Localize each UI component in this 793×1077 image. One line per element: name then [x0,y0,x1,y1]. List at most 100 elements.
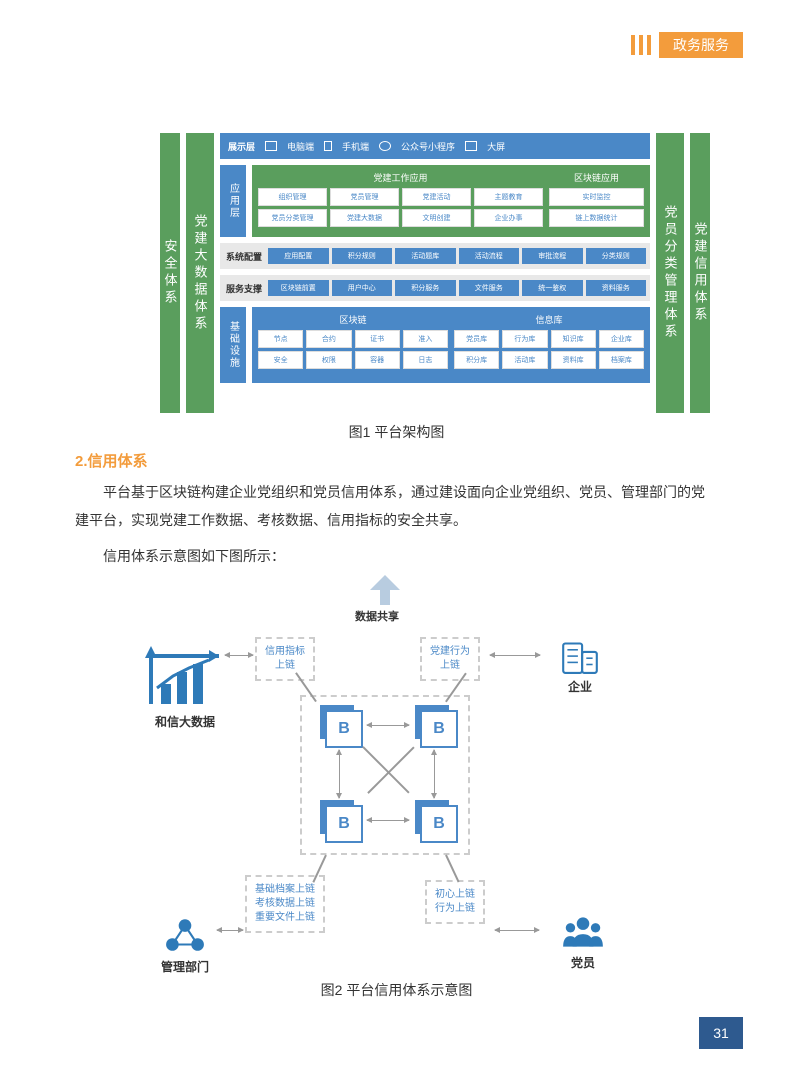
node-bigdata: 和信大数据 [145,640,225,730]
app-right-title: 区块链应用 [549,171,644,184]
cell: 积分库 [454,351,499,369]
conn-tr [490,655,540,663]
conn-bl [217,930,243,938]
section-title: 2.信用体系 [75,450,148,471]
app-layer-label: 应用层 [220,165,246,237]
para1: 平台基于区块链构建企业党组织和党员信用体系，通过建设面向企业党组织、党员、管理部… [75,478,718,534]
display-label: 展示层 [228,140,255,153]
cell: 安全 [258,351,303,369]
people-icon [560,913,606,951]
base-right-title: 信息库 [454,313,644,326]
cell: 活动库 [502,351,547,369]
conn-tl [225,655,253,663]
pc-icon [265,141,277,151]
cell: 文件服务 [459,280,520,296]
mobile-icon [324,141,332,151]
config-label: 系统配置 [224,250,264,263]
col-classify: 党员分类管理体系 [656,133,684,413]
cell: 用户中心 [332,280,393,296]
cell: 链上数据统计 [549,209,644,227]
cell: 党员库 [454,330,499,348]
b-block-1 [325,710,359,744]
cell: 积分规则 [332,248,393,264]
cell: 节点 [258,330,303,348]
cell: 容器 [355,351,400,369]
arrow-v1 [339,750,347,798]
cell: 企业库 [599,330,644,348]
b-block-4 [420,805,454,839]
app-left-title: 党建工作应用 [258,171,543,184]
base-right-grid: 党员库行为库知识库企业库积分库活动库资料库档案库 [454,330,644,369]
header-category: 政务服务 [659,32,743,58]
cell: 企业办事 [474,209,543,227]
figure1-diagram: 安全体系 党建大数据体系 展示层 电脑端 手机端 公众号小程序 大屏 应用层 党… [160,133,710,413]
cell: 权限 [306,351,351,369]
cell: 准入 [403,330,448,348]
cell: 活动题库 [395,248,456,264]
cell: 档案库 [599,351,644,369]
base-left-grid: 节点合约证书准入安全权限容器日志 [258,330,448,369]
network-icon [164,913,206,955]
app-right-grid: 实时监控链上数据统计 [549,188,644,227]
cell: 资料库 [551,351,596,369]
cell: 实时监控 [549,188,644,206]
cell: 党建活动 [402,188,471,206]
para2: 信用体系示意图如下图所示： [75,542,718,570]
cell: 分类规则 [586,248,647,264]
display-layer: 展示层 电脑端 手机端 公众号小程序 大屏 [220,133,650,159]
arrow-v2 [434,750,442,798]
base-left-title: 区块链 [258,313,448,326]
header-tab: 政务服务 [631,32,743,58]
chart-icon [145,640,225,710]
node-enterprise: 企业 [545,633,615,695]
building-icon [559,633,601,675]
cell: 统一鉴权 [522,280,583,296]
cell: 审批流程 [522,248,583,264]
arrow-up-icon [370,575,400,605]
link-tr: 党建行为 上链 [420,637,480,681]
screen-icon [465,141,477,151]
app-left-grid: 组织管理党员管理党建活动主题教育党员分类管理党建大数据文明创建企业办事 [258,188,543,227]
figure1-caption: 图1 平台架构图 [0,422,793,442]
cell: 应用配置 [268,248,329,264]
wechat-icon [379,141,391,151]
cell: 日志 [403,351,448,369]
cell: 证书 [355,330,400,348]
col-bigdata: 党建大数据体系 [186,133,214,413]
figure2-diagram: 数据共享 和信大数据 信用指标 上链 党建行为 上链 企业 基础档案上链 考核数… [145,575,625,975]
conn-br2 [445,855,459,883]
cell: 行为库 [502,330,547,348]
link-br: 初心上链 行为上链 [425,880,485,924]
col-credit: 党建信用体系 [690,133,710,413]
b-block-2 [420,710,454,744]
cell: 文明创建 [402,209,471,227]
cell: 党员分类管理 [258,209,327,227]
link-bl: 基础档案上链 考核数据上链 重要文件上链 [245,875,325,933]
service-grid: 区块链前置用户中心积分服务文件服务统一鉴权资料服务 [268,280,646,296]
cell: 合约 [306,330,351,348]
cell: 区块链前置 [268,280,329,296]
header-bars [631,35,651,55]
page-number: 31 [699,1017,743,1049]
node-mgmt: 管理部门 [145,913,225,975]
cell: 活动流程 [459,248,520,264]
cell: 主题教育 [474,188,543,206]
base-layer-label: 基础设施 [220,307,246,383]
figure2-caption: 图2 平台信用体系示意图 [0,980,793,1000]
cell: 党建大数据 [330,209,399,227]
arrow-h2 [367,820,409,828]
cell: 积分服务 [395,280,456,296]
conn-br [495,930,539,938]
arrow-h1 [367,725,409,733]
config-grid: 应用配置积分规则活动题库活动流程审批流程分类规则 [268,248,646,264]
link-tl: 信用指标 上链 [255,637,315,681]
cell: 资料服务 [586,280,647,296]
data-share-label: 数据共享 [355,608,399,624]
cell: 知识库 [551,330,596,348]
service-label: 服务支撑 [224,282,264,295]
b-block-3 [325,805,359,839]
col-security: 安全体系 [160,133,180,413]
cell: 组织管理 [258,188,327,206]
node-member: 党员 [543,913,623,971]
cell: 党员管理 [330,188,399,206]
